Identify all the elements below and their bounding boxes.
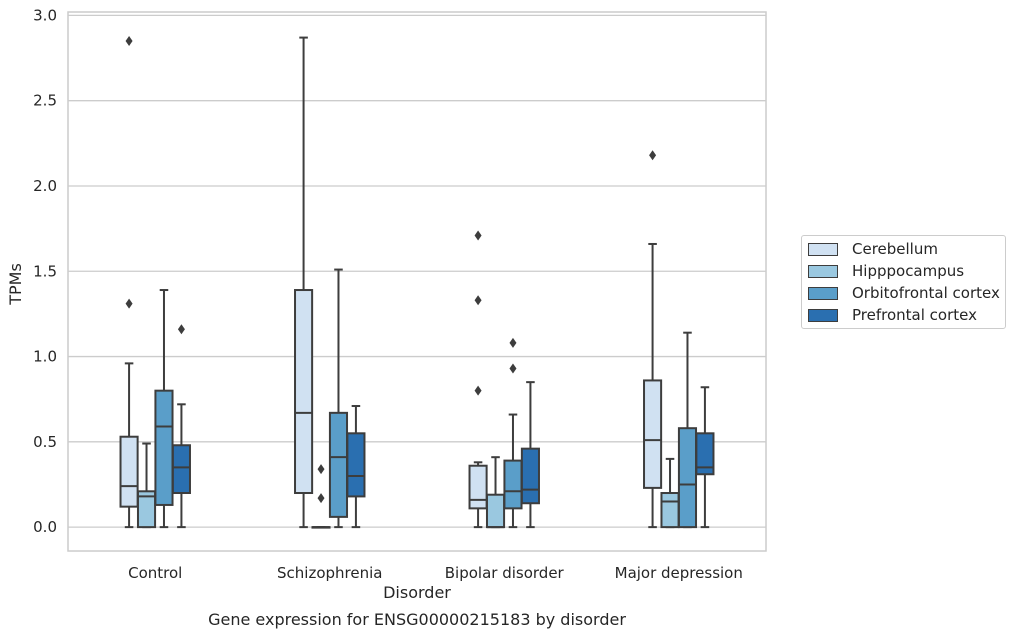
box [136,442,157,529]
x-tick-label: Bipolar disorder [445,564,565,582]
box-iqr [485,493,506,529]
y-tick-label: 2.0 [33,177,57,195]
box [660,457,680,529]
chart-title: Gene expression for ENSG00000215183 by d… [208,610,626,629]
outlier-point [177,324,185,335]
legend: Cerebellum Hipppocampus Orbitofrontal co… [801,235,1006,329]
outlier-point [474,385,482,396]
box [468,230,488,529]
box [346,405,366,529]
gridlines [68,14,766,528]
box [503,337,523,529]
legend-swatch [808,286,838,300]
box [154,289,174,529]
box [119,35,139,529]
outlier-point [649,150,657,161]
outlier-point [509,337,517,348]
legend-item-prefrontal-cortex: Prefrontal cortex [808,306,977,324]
legend-swatch [808,242,838,256]
outlier-point [317,464,325,475]
legend-label: Hipppocampus [852,262,965,280]
y-tick-label: 3.0 [33,6,57,24]
x-tick-label: Major depression [615,564,743,582]
y-tick-label: 1.0 [33,348,57,366]
box [294,36,314,529]
y-tick-label: 1.5 [33,262,57,280]
outlier-point [509,363,517,374]
y-tick-label: 0.0 [33,518,57,536]
box-iqr [643,379,663,489]
outlier-point [474,295,482,306]
box-iqr [660,492,680,529]
outlier-point [125,35,133,46]
box [311,464,331,529]
box-iqr [677,427,698,529]
plot-frame [67,11,767,552]
box [677,331,698,529]
x-axis-label: Disorder [383,583,451,602]
category-group [294,36,366,529]
legend-label: Orbitofrontal cortex [852,284,1000,302]
category-group [119,35,191,529]
box-iqr [294,289,314,495]
box-iqr [346,432,366,498]
box [520,381,540,529]
box-iqr [695,432,715,476]
box [485,456,506,529]
category-group [468,230,540,529]
y-tick-label: 0.5 [33,433,57,451]
x-axis-ticks: Control Schizophrenia Bipolar disorder Majo… [128,564,743,582]
legend-swatch [808,264,838,278]
legend-item-hippocampus: Hipppocampus [808,262,964,280]
box [328,268,349,529]
legend-item-orbitofrontal-cortex: Orbitofrontal cortex [808,284,1000,302]
legend-label: Cerebellum [852,240,938,258]
box-iqr [520,447,540,505]
box-groups [119,35,715,529]
y-axis-ticks: 0.0 0.5 1.0 1.5 2.0 2.5 3.0 [33,6,57,536]
box [171,324,191,529]
box-iqr [468,464,488,510]
legend-swatch [808,308,838,322]
box-iqr [154,389,174,506]
box [695,386,715,529]
box-iqr [119,435,139,508]
outlier-point [317,493,325,504]
category-group [643,150,715,529]
box-iqr [503,459,523,510]
outlier-point [474,230,482,241]
legend-label: Prefrontal cortex [852,306,977,324]
x-tick-label: Control [128,564,182,582]
legend-item-cerebellum: Cerebellum [808,240,938,258]
box-iqr [328,411,349,518]
x-tick-label: Schizophrenia [277,564,382,582]
box-iqr [171,444,191,495]
y-axis-label: TPMs [6,263,25,306]
outlier-point [125,298,133,309]
box [643,150,663,529]
box-iqr [136,490,157,529]
y-tick-label: 2.5 [33,92,57,110]
